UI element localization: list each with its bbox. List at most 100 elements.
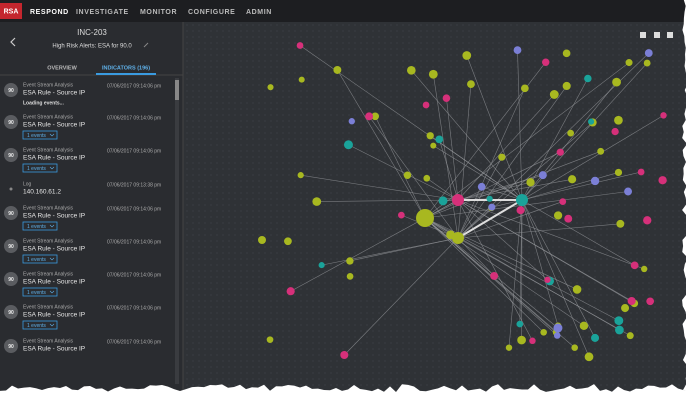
node[interactable] [490, 272, 499, 280]
node[interactable] [646, 297, 655, 306]
node[interactable] [286, 287, 295, 296]
node[interactable] [298, 76, 305, 83]
node[interactable] [553, 332, 561, 339]
node[interactable] [562, 81, 571, 91]
back-button[interactable] [10, 37, 16, 47]
node[interactable] [562, 49, 571, 58]
node[interactable] [258, 236, 266, 244]
node[interactable] [540, 328, 547, 336]
node[interactable] [462, 51, 472, 60]
node[interactable] [297, 172, 304, 179]
node[interactable] [516, 320, 524, 328]
scroll-thumb[interactable] [175, 80, 179, 100]
node[interactable] [312, 197, 322, 206]
events-button[interactable] [22, 320, 58, 330]
node[interactable] [572, 285, 582, 294]
node[interactable] [435, 135, 444, 144]
node[interactable] [348, 118, 355, 125]
node[interactable] [296, 42, 304, 49]
node[interactable] [643, 59, 651, 67]
node[interactable] [284, 237, 292, 246]
node[interactable] [660, 112, 667, 119]
node[interactable] [423, 174, 431, 182]
node[interactable] [318, 262, 325, 269]
node[interactable] [614, 316, 624, 326]
node[interactable] [591, 333, 600, 342]
node[interactable] [371, 112, 380, 121]
indicator-item[interactable]: 90 Event Stream Analysis 07/06/2017 09:14:… [4, 338, 161, 353]
nav-item[interactable]: CONFIGURE [188, 9, 235, 16]
nav-item[interactable]: ADMIN [246, 9, 272, 16]
node[interactable] [346, 272, 354, 280]
node[interactable] [621, 304, 630, 313]
node[interactable] [584, 74, 592, 83]
node[interactable] [616, 219, 625, 228]
node[interactable] [505, 344, 513, 351]
events-button[interactable] [22, 130, 58, 140]
node[interactable] [624, 187, 633, 196]
node[interactable] [452, 194, 464, 206]
node[interactable] [517, 335, 526, 345]
events-button[interactable] [22, 254, 58, 264]
node[interactable] [630, 261, 639, 270]
node[interactable] [406, 66, 416, 75]
node[interactable] [579, 321, 589, 331]
node[interactable] [567, 129, 575, 137]
indicator-item[interactable]: Log 07/06/2017 09:13:38 pm 140.160.61.2 [9, 181, 162, 196]
node[interactable] [568, 175, 577, 184]
node[interactable] [486, 195, 493, 202]
node[interactable] [422, 101, 430, 109]
node[interactable] [516, 206, 525, 215]
node[interactable] [538, 171, 547, 180]
nav-item[interactable]: INVESTIGATE [76, 9, 129, 16]
node[interactable] [587, 118, 595, 125]
node[interactable] [266, 336, 274, 343]
indicator-item[interactable]: 90 Event Stream Analysis 07/06/2017 09:14:… [4, 271, 161, 297]
node[interactable] [529, 337, 536, 345]
node[interactable] [428, 69, 438, 79]
node[interactable] [564, 214, 573, 223]
node[interactable] [430, 142, 437, 149]
node[interactable] [542, 58, 550, 66]
node[interactable] [442, 94, 451, 102]
indicator-item[interactable]: 90 Event Stream Analysis 07/06/2017 09:14:… [4, 205, 161, 231]
node[interactable] [571, 344, 578, 351]
node[interactable] [333, 66, 342, 74]
node[interactable] [627, 296, 636, 306]
node[interactable] [553, 323, 563, 333]
node[interactable] [398, 211, 405, 219]
node[interactable] [615, 325, 624, 335]
nav-item[interactable]: RESPOND [30, 9, 69, 16]
node[interactable] [498, 153, 506, 161]
node[interactable] [526, 178, 535, 187]
node[interactable] [637, 168, 645, 176]
node[interactable] [641, 265, 648, 273]
indicator-item[interactable]: 90 Event Stream Analysis 07/06/2017 09:14:… [4, 147, 161, 173]
events-button[interactable] [22, 221, 58, 231]
node[interactable] [438, 196, 448, 206]
indicator-item[interactable]: 90 Event Stream Analysis 07/06/2017 09:14:… [4, 304, 161, 330]
node[interactable] [416, 209, 434, 227]
node[interactable] [625, 59, 633, 67]
icon[interactable] [667, 32, 673, 38]
events-button[interactable] [22, 287, 58, 297]
node[interactable] [612, 77, 621, 87]
node[interactable] [513, 46, 522, 54]
node[interactable] [553, 211, 563, 220]
node[interactable] [644, 49, 653, 57]
node[interactable] [614, 115, 623, 125]
node[interactable] [365, 112, 374, 121]
tab[interactable]: INDICATORS (196) [102, 65, 150, 71]
node[interactable] [521, 84, 529, 93]
node[interactable] [611, 127, 619, 136]
events-button[interactable] [22, 163, 58, 173]
node[interactable] [590, 176, 600, 186]
icon[interactable] [640, 32, 646, 38]
node[interactable] [403, 171, 412, 179]
node[interactable] [544, 276, 551, 283]
node[interactable] [559, 198, 567, 205]
node[interactable] [452, 232, 464, 244]
node[interactable] [346, 257, 354, 265]
node[interactable] [477, 182, 486, 191]
indicator-item[interactable]: 90 Event Stream Analysis 07/06/2017 09:14:… [4, 238, 161, 264]
